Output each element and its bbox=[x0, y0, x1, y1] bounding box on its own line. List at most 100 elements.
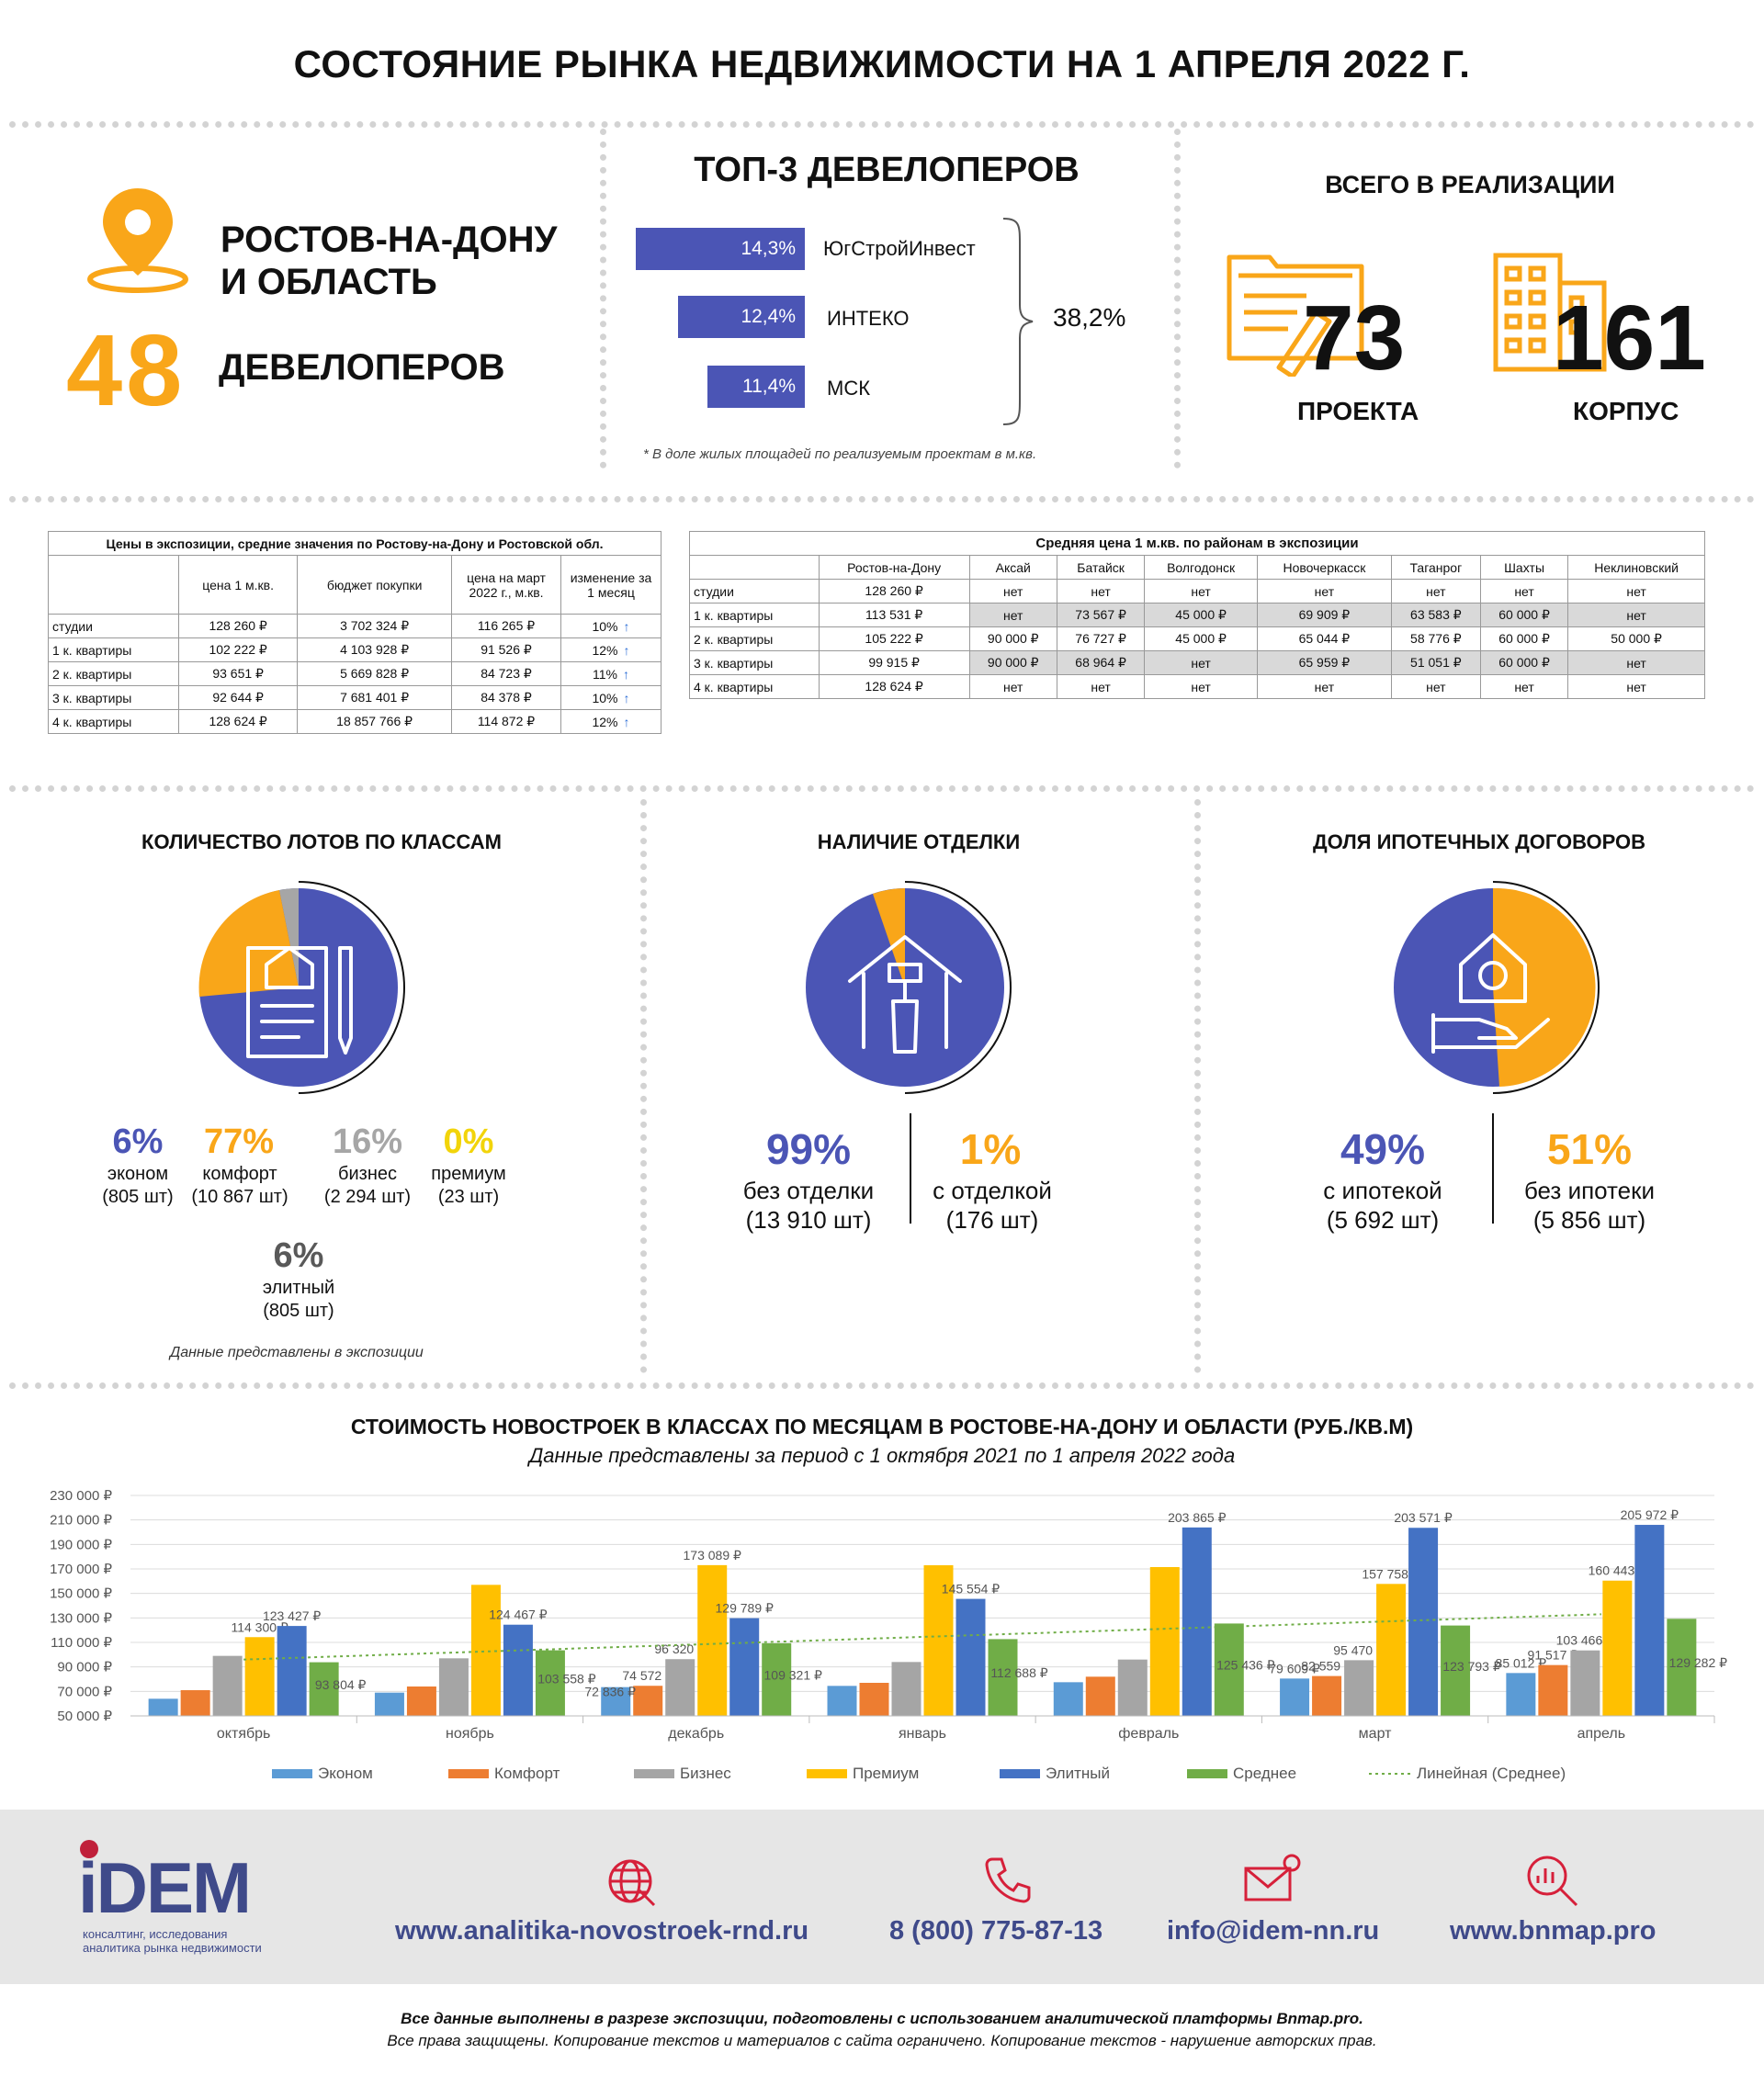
legend-label: Эконом bbox=[318, 1765, 373, 1782]
bar-Бизнес bbox=[665, 1659, 695, 1716]
top3-name-2: ИНТЕКО bbox=[827, 307, 910, 330]
region-line2: И ОБЛАСТЬ bbox=[220, 262, 437, 302]
legend-label: Бизнес bbox=[680, 1765, 731, 1782]
table-row: студии 128 260 ₽ 3 702 324 ₽ 116 265 ₽ 10% ↑ bbox=[47, 614, 662, 638]
top3-bar-1: 14,3% bbox=[636, 228, 805, 270]
data-label: 95 470 ₽ bbox=[1333, 1642, 1385, 1657]
cell-value: 18 857 766 ₽ bbox=[336, 714, 413, 728]
mortgage-pie-chart bbox=[1394, 881, 1600, 1094]
table-header: бюджет покупки bbox=[297, 555, 452, 615]
top3-pct-2: 12,4% bbox=[741, 306, 796, 327]
arrow-up-icon: ↑ bbox=[623, 690, 630, 705]
phone-icon bbox=[985, 1857, 1031, 1903]
y-tick-label: 110 000 ₽ bbox=[51, 1635, 112, 1651]
phone-link[interactable]: 8 (800) 775-87-13 bbox=[889, 1916, 1103, 1946]
data-label: 160 443 ₽ bbox=[1589, 1563, 1646, 1578]
table-row: 1 к. квартиры 102 222 ₽ 4 103 928 ₽ 91 526 … bbox=[47, 637, 662, 662]
table-header: Неклиновский bbox=[1567, 555, 1705, 580]
email-link[interactable]: info@idem-nn.ru bbox=[1167, 1916, 1380, 1946]
data-label: 96 320 ₽ bbox=[654, 1641, 706, 1656]
bar-Комфорт bbox=[1312, 1675, 1342, 1716]
lots-pct-economy: 6% bbox=[112, 1122, 164, 1161]
mortgage-pct-yes: 49% bbox=[1340, 1125, 1426, 1173]
prices-table-title: Цены в экспозиции, средние значения по Р… bbox=[48, 531, 662, 556]
table-cell: нет bbox=[968, 674, 1057, 699]
table-cell: 10% ↑ bbox=[560, 685, 662, 710]
table-cell: 50 000 ₽ bbox=[1567, 626, 1705, 651]
table-cell: 45 000 ₽ bbox=[1144, 626, 1258, 651]
finish-pct-yes: 1% bbox=[959, 1125, 1022, 1173]
mortgage-label-yes: с ипотекой (5 692 шт) bbox=[1286, 1176, 1479, 1235]
lots-label-text: элитный bbox=[262, 1278, 335, 1298]
x-tick-label: октябрь bbox=[217, 1726, 270, 1742]
buildings-value: 161 bbox=[1553, 287, 1706, 389]
table-cell: 105 222 ₽ bbox=[818, 626, 970, 651]
table-cell: 11% ↑ bbox=[560, 661, 662, 686]
table-header bbox=[689, 555, 820, 580]
cell-value: 10% bbox=[592, 690, 618, 705]
table-header: Аксай bbox=[968, 555, 1057, 580]
finish-count: (176 шт) bbox=[945, 1206, 1039, 1234]
lots-count: (805 шт) bbox=[263, 1301, 334, 1321]
bar-Элитный bbox=[729, 1618, 760, 1716]
table-cell: нет bbox=[1144, 674, 1258, 699]
y-tick-label: 90 000 ₽ bbox=[57, 1660, 112, 1675]
bar-Бизнес bbox=[891, 1662, 922, 1716]
projects-value: 73 bbox=[1303, 287, 1406, 389]
table-cell: нет bbox=[968, 579, 1057, 604]
lots-pie-chart bbox=[198, 881, 405, 1094]
bar-Комфорт bbox=[180, 1690, 210, 1716]
mortgage-title: ДОЛЯ ИПОТЕЧНЫХ ДОГОВОРОВ bbox=[1312, 830, 1646, 853]
table-cell: нет bbox=[1256, 674, 1392, 699]
bar-Премиум bbox=[697, 1564, 728, 1716]
totals-title: ВСЕГО В РЕАЛИЗАЦИИ bbox=[1325, 171, 1615, 198]
arrow-up-icon: ↑ bbox=[623, 642, 630, 658]
pie-slice-economy bbox=[198, 890, 299, 997]
legend-swatch bbox=[448, 1769, 489, 1778]
finish-pct-no: 99% bbox=[765, 1125, 852, 1173]
data-label: 123 427 ₽ bbox=[263, 1608, 321, 1623]
legend-label: Элитный bbox=[1046, 1765, 1110, 1782]
bar-Эконом bbox=[827, 1686, 857, 1716]
finish-title: НАЛИЧИЕ ОТДЕЛКИ bbox=[817, 830, 1021, 853]
data-label: 72 836 ₽ bbox=[584, 1685, 636, 1699]
cell-value: 4 к. квартиры bbox=[52, 714, 132, 729]
bar-Элитный bbox=[1182, 1527, 1212, 1716]
bar-Премиум bbox=[1602, 1580, 1633, 1716]
arrow-up-icon: ↑ bbox=[622, 666, 629, 682]
data-label: 125 436 ₽ bbox=[1216, 1658, 1274, 1673]
x-tick-label: март bbox=[1359, 1726, 1392, 1742]
legend-label: Премиум bbox=[853, 1765, 919, 1782]
data-label: 114 300 ₽ bbox=[231, 1619, 288, 1634]
table-cell: 51 051 ₽ bbox=[1390, 650, 1481, 675]
bar-Комфорт bbox=[1538, 1664, 1568, 1716]
table-cell: 58 776 ₽ bbox=[1390, 626, 1481, 651]
divider bbox=[1194, 799, 1201, 1373]
bar-Премиум bbox=[244, 1637, 275, 1716]
data-label: 129 789 ₽ bbox=[716, 1601, 774, 1616]
mortgage-label-text: без ипотеки bbox=[1523, 1177, 1656, 1204]
table-cell: 93 651 ₽ bbox=[178, 661, 299, 686]
table-cell: нет bbox=[1144, 650, 1258, 675]
table-cell: нет bbox=[1479, 674, 1569, 699]
top3-bar-2: 12,4% bbox=[678, 296, 805, 338]
finish-label-text: без отделки bbox=[742, 1177, 875, 1204]
y-tick-label: 150 000 ₽ bbox=[50, 1586, 112, 1602]
site-link-1[interactable]: www.analitika-novostroek-rnd.ru bbox=[395, 1916, 809, 1946]
cell-value: 114 872 ₽ bbox=[477, 714, 536, 728]
bar-Элитный bbox=[1408, 1528, 1439, 1716]
table-cell: 63 583 ₽ bbox=[1390, 603, 1481, 627]
divider bbox=[9, 785, 1755, 792]
bar-Элитный bbox=[956, 1598, 986, 1716]
table-header: Новочеркасск bbox=[1256, 555, 1392, 580]
cell-value: 12% bbox=[592, 642, 618, 658]
site-link-2[interactable]: www.bnmap.pro bbox=[1450, 1916, 1657, 1946]
top3-name-1: ЮгСтройИнвест bbox=[823, 237, 976, 260]
data-label: 103 466 ₽ bbox=[1556, 1633, 1614, 1648]
footer-note-2: Все права защищены. Копирование текстов … bbox=[387, 2032, 1377, 2049]
lots-label-premium: премиум (23 шт) bbox=[413, 1163, 524, 1209]
lots-label-text: бизнес bbox=[338, 1164, 397, 1184]
data-label: 203 865 ₽ bbox=[1168, 1510, 1226, 1525]
table-cell: 1 к. квартиры bbox=[689, 603, 820, 627]
data-label: 112 688 ₽ bbox=[990, 1665, 1047, 1680]
